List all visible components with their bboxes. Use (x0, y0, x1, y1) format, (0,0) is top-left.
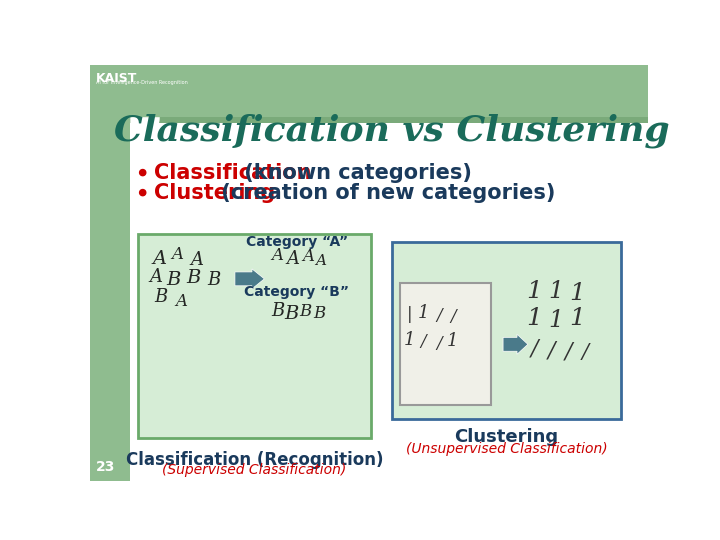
Text: Category “B”: Category “B” (244, 285, 349, 299)
FancyArrow shape (235, 269, 264, 289)
Bar (400, 284, 492, 405)
Text: Clustering: Clustering (454, 428, 559, 446)
Bar (90, 117, 130, 481)
Text: B: B (166, 271, 181, 288)
Text: B: B (207, 272, 220, 289)
Text: A: A (287, 250, 300, 268)
Text: |: | (407, 306, 412, 323)
Text: KAIST: KAIST (96, 72, 138, 85)
Text: A: A (302, 248, 314, 265)
Text: A: A (149, 267, 163, 286)
Text: 1: 1 (526, 280, 542, 303)
Text: Clustering: Clustering (153, 183, 275, 202)
Text: /: / (564, 340, 572, 362)
Text: Classification: Classification (153, 163, 311, 183)
Text: B: B (300, 303, 312, 320)
Text: A: A (176, 293, 187, 309)
Text: 1: 1 (403, 330, 415, 349)
Bar (90, 65, 648, 117)
Text: /: / (436, 335, 441, 352)
Text: 1: 1 (418, 303, 429, 322)
Text: (Supervised Classification): (Supervised Classification) (162, 463, 346, 477)
Text: AI for Intelligence-Driven Recognition: AI for Intelligence-Driven Recognition (96, 80, 188, 85)
Text: /: / (420, 334, 426, 350)
Text: A: A (191, 251, 204, 268)
Text: /: / (450, 308, 456, 325)
Text: A: A (271, 247, 284, 264)
Bar (90, 117, 648, 123)
Wedge shape (130, 117, 160, 146)
Text: A: A (153, 250, 167, 268)
Text: 1: 1 (548, 309, 563, 332)
Circle shape (140, 170, 145, 176)
Text: B: B (284, 305, 299, 323)
Text: /: / (436, 307, 441, 323)
Text: (creation of new categories): (creation of new categories) (214, 183, 555, 202)
Bar (138, 234, 371, 438)
Text: 1: 1 (569, 282, 585, 305)
FancyArrow shape (503, 334, 528, 354)
Text: /: / (547, 340, 555, 361)
Text: 1: 1 (548, 280, 563, 303)
Text: Category “A”: Category “A” (246, 235, 348, 249)
Text: 23: 23 (96, 461, 116, 475)
Text: 1: 1 (526, 307, 542, 330)
Text: Classification (Recognition): Classification (Recognition) (125, 450, 383, 469)
Text: /: / (582, 343, 589, 362)
Circle shape (140, 190, 145, 195)
Text: B: B (313, 305, 325, 322)
Text: B: B (271, 302, 284, 320)
Text: (known categories): (known categories) (238, 163, 472, 183)
Text: 1: 1 (569, 307, 585, 329)
Text: 1: 1 (447, 332, 459, 350)
Text: A: A (315, 254, 326, 268)
Text: Classification vs Clustering: Classification vs Clustering (114, 113, 670, 147)
Text: B: B (186, 269, 201, 287)
Text: A: A (171, 246, 183, 263)
Bar (392, 242, 621, 419)
Text: B: B (155, 288, 168, 306)
Text: (Unsupervised Classification): (Unsupervised Classification) (406, 442, 608, 456)
Text: /: / (531, 337, 538, 359)
